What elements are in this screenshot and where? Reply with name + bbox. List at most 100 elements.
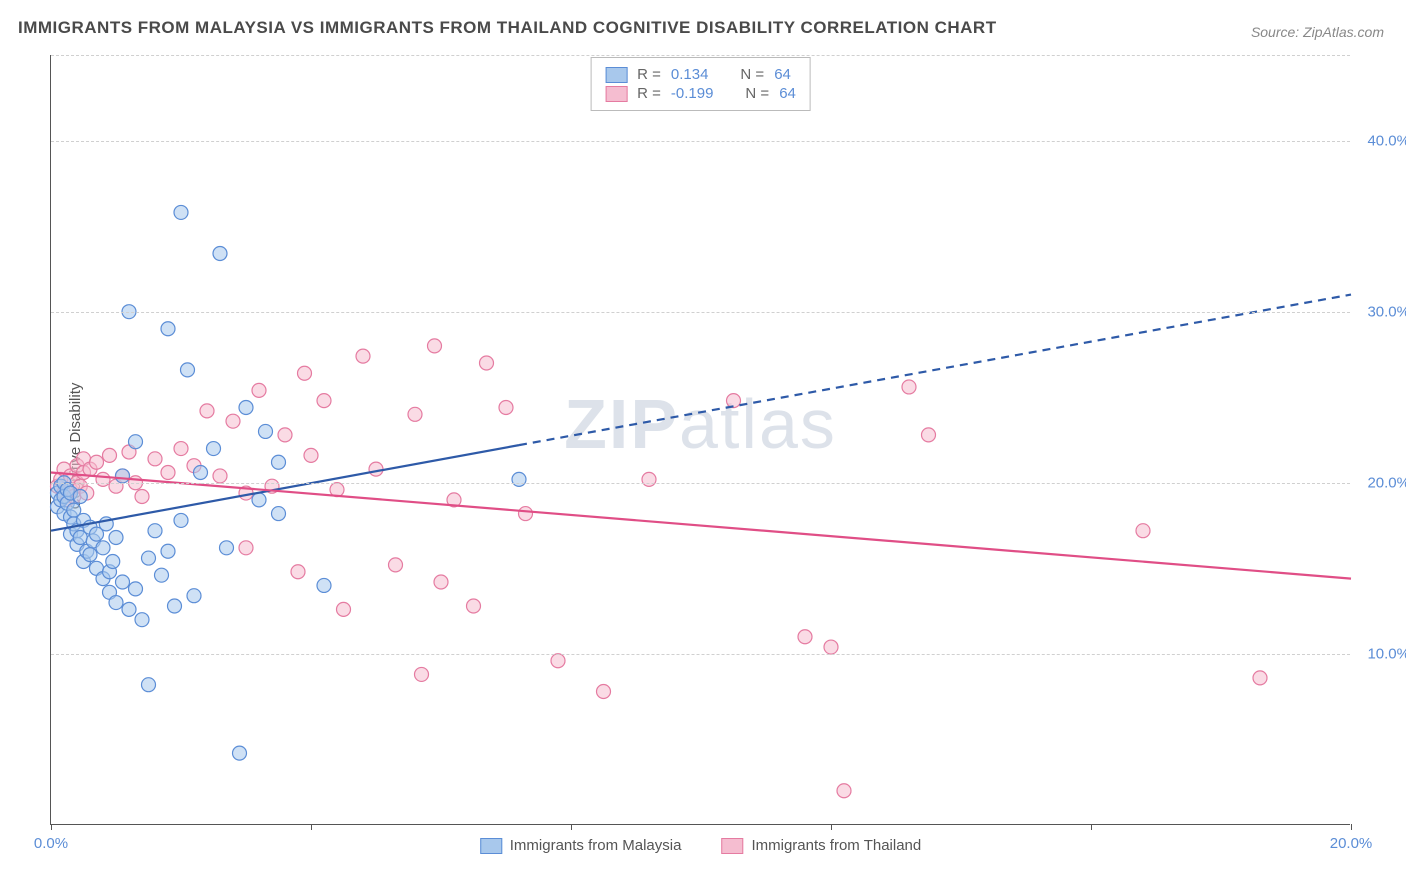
legend-row-malaysia: R = 0.134 N = 64	[605, 66, 796, 83]
n-value-malaysia: 64	[774, 66, 791, 83]
scatter-point	[181, 363, 195, 377]
scatter-point	[922, 428, 936, 442]
scatter-point	[389, 558, 403, 572]
y-tick-label: 30.0%	[1367, 303, 1406, 320]
scatter-point	[213, 246, 227, 260]
gridline-h	[51, 654, 1350, 655]
r-label: R =	[637, 85, 661, 102]
series-label-malaysia: Immigrants from Malaysia	[510, 837, 682, 854]
legend-correlation-box: R = 0.134 N = 64 R = -0.199 N = 64	[590, 57, 811, 111]
scatter-point	[415, 667, 429, 681]
scatter-point	[252, 383, 266, 397]
scatter-point	[207, 442, 221, 456]
scatter-point	[129, 435, 143, 449]
scatter-point	[519, 507, 533, 521]
scatter-point	[187, 589, 201, 603]
scatter-point	[597, 685, 611, 699]
gridline-h	[51, 483, 1350, 484]
scatter-point	[135, 489, 149, 503]
series-label-thailand: Immigrants from Thailand	[751, 837, 921, 854]
scatter-point	[1136, 524, 1150, 538]
scatter-point	[142, 551, 156, 565]
scatter-point	[1253, 671, 1267, 685]
scatter-point	[428, 339, 442, 353]
scatter-point	[727, 394, 741, 408]
legend-series: Immigrants from Malaysia Immigrants from…	[480, 837, 922, 854]
scatter-point	[317, 394, 331, 408]
scatter-point	[480, 356, 494, 370]
scatter-point	[122, 602, 136, 616]
scatter-point	[467, 599, 481, 613]
scatter-point	[83, 548, 97, 562]
x-tick	[831, 824, 832, 830]
x-tick	[311, 824, 312, 830]
n-label: N =	[740, 66, 764, 83]
trend-line-dashed	[519, 295, 1351, 446]
scatter-point	[106, 554, 120, 568]
scatter-point	[642, 472, 656, 486]
scatter-point	[259, 424, 273, 438]
scatter-point	[161, 466, 175, 480]
scatter-point	[291, 565, 305, 579]
scatter-point	[90, 455, 104, 469]
swatch-thailand	[605, 86, 627, 102]
y-tick-label: 20.0%	[1367, 474, 1406, 491]
scatter-point	[194, 466, 208, 480]
scatter-point	[252, 493, 266, 507]
scatter-point	[155, 568, 169, 582]
scatter-point	[109, 596, 123, 610]
gridline-h	[51, 55, 1350, 56]
r-value-malaysia: 0.134	[671, 66, 709, 83]
swatch-malaysia	[480, 838, 502, 854]
scatter-point	[226, 414, 240, 428]
gridline-h	[51, 141, 1350, 142]
scatter-point	[174, 205, 188, 219]
scatter-point	[272, 455, 286, 469]
scatter-point	[824, 640, 838, 654]
chart-svg	[51, 55, 1350, 824]
scatter-point	[168, 599, 182, 613]
scatter-point	[239, 400, 253, 414]
n-label: N =	[745, 85, 769, 102]
scatter-point	[499, 400, 513, 414]
scatter-point	[148, 452, 162, 466]
y-tick-label: 40.0%	[1367, 132, 1406, 149]
scatter-point	[278, 428, 292, 442]
scatter-point	[73, 489, 87, 503]
scatter-point	[356, 349, 370, 363]
scatter-point	[174, 513, 188, 527]
scatter-point	[233, 746, 247, 760]
x-tick-label: 0.0%	[34, 835, 68, 852]
legend-item-malaysia: Immigrants from Malaysia	[480, 837, 682, 854]
plot-area: ZIPatlas R = 0.134 N = 64 R = -0.199 N =…	[50, 55, 1350, 825]
swatch-malaysia	[605, 67, 627, 83]
scatter-point	[213, 469, 227, 483]
scatter-point	[116, 575, 130, 589]
scatter-point	[103, 448, 117, 462]
legend-row-thailand: R = -0.199 N = 64	[605, 85, 796, 102]
scatter-point	[837, 784, 851, 798]
scatter-point	[148, 524, 162, 538]
x-tick	[51, 824, 52, 830]
source-attribution: Source: ZipAtlas.com	[1251, 24, 1384, 40]
scatter-point	[96, 541, 110, 555]
scatter-point	[798, 630, 812, 644]
x-tick	[571, 824, 572, 830]
scatter-point	[161, 322, 175, 336]
gridline-h	[51, 312, 1350, 313]
scatter-point	[220, 541, 234, 555]
r-label: R =	[637, 66, 661, 83]
swatch-thailand	[721, 838, 743, 854]
chart-title: IMMIGRANTS FROM MALAYSIA VS IMMIGRANTS F…	[18, 18, 997, 38]
scatter-point	[142, 678, 156, 692]
scatter-point	[317, 578, 331, 592]
scatter-point	[298, 366, 312, 380]
legend-item-thailand: Immigrants from Thailand	[721, 837, 921, 854]
scatter-point	[200, 404, 214, 418]
scatter-point	[337, 602, 351, 616]
scatter-point	[434, 575, 448, 589]
r-value-thailand: -0.199	[671, 85, 714, 102]
scatter-point	[902, 380, 916, 394]
scatter-point	[129, 582, 143, 596]
trend-line	[51, 473, 1351, 579]
